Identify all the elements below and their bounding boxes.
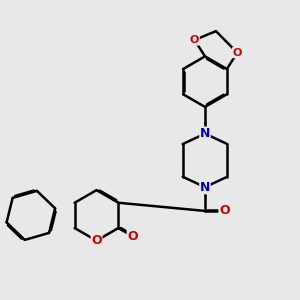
Text: O: O [219, 204, 230, 218]
Text: N: N [200, 181, 210, 194]
Text: O: O [190, 35, 199, 45]
Text: O: O [91, 234, 102, 247]
Text: O: O [127, 230, 138, 243]
Text: N: N [200, 127, 210, 140]
Text: O: O [232, 48, 242, 58]
